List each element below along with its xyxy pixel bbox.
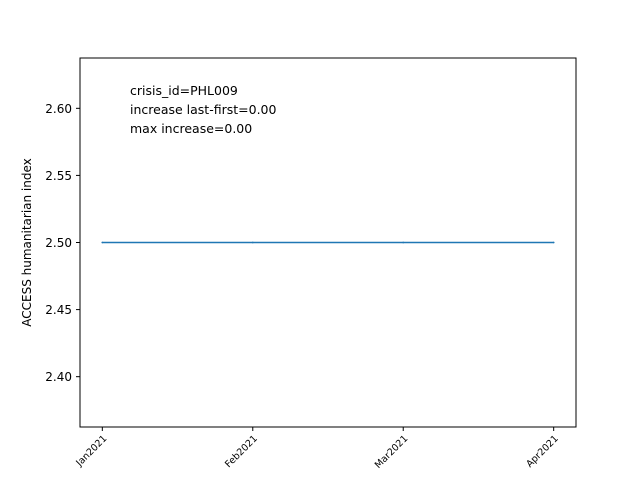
- y-tick-label: 2.55: [45, 169, 72, 183]
- data-point: [251, 241, 254, 244]
- x-tick-label: Jan2021: [74, 433, 110, 469]
- x-tick-label: Feb2021: [223, 433, 260, 470]
- annotation-crisis-id: crisis_id=PHL009: [130, 83, 238, 98]
- plot-layer: [101, 241, 555, 244]
- annotation-box: crisis_id=PHL009 increase last-first=0.0…: [130, 83, 276, 136]
- y-axis: 2.40 2.45 2.50 2.55 2.60: [45, 102, 80, 384]
- x-tick-label: Apr2021: [524, 433, 561, 470]
- y-tick-label: 2.45: [45, 303, 72, 317]
- y-tick-label: 2.60: [45, 102, 72, 116]
- y-axis-label: ACCESS humanitarian index: [20, 158, 34, 327]
- y-tick-label: 2.50: [45, 236, 72, 250]
- data-point: [552, 241, 555, 244]
- y-tick-label: 2.40: [45, 370, 72, 384]
- annotation-increase-last-first: increase last-first=0.00: [130, 102, 276, 117]
- data-point: [101, 241, 104, 244]
- x-axis: Jan2021 Feb2021 Mar2021 Apr2021: [74, 427, 561, 471]
- x-tick-label: Mar2021: [373, 433, 411, 471]
- annotation-max-increase: max increase=0.00: [130, 121, 252, 136]
- data-point: [402, 241, 405, 244]
